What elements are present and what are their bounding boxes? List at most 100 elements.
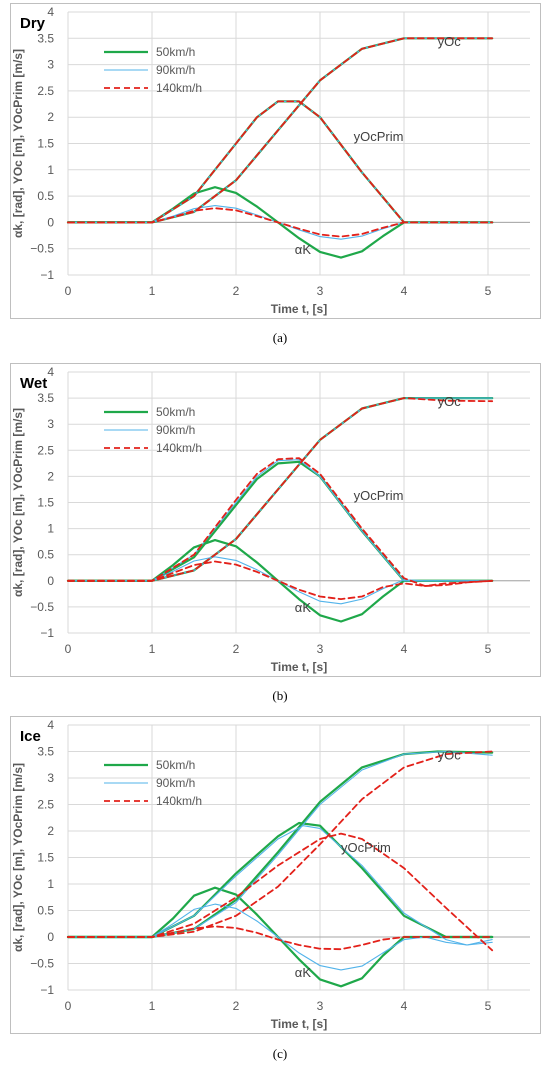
legend-label: 50km/h bbox=[156, 45, 195, 59]
y-tick-label: 3 bbox=[47, 58, 54, 72]
series-line-140km-h-y bbox=[67, 37, 494, 224]
y-tick-label: −0.5 bbox=[30, 242, 54, 256]
x-tick-label: 4 bbox=[401, 284, 408, 298]
annotation-yocprim: yOcPrim bbox=[354, 488, 404, 503]
annotation-yoc: yOc bbox=[438, 34, 462, 49]
panel-caption: (a) bbox=[273, 330, 287, 345]
annotation-yocprim: yOcPrim bbox=[341, 840, 391, 855]
x-tick-label: 0 bbox=[65, 642, 72, 656]
y-tick-label: 2.5 bbox=[37, 798, 54, 812]
series-line-90km-h-y bbox=[67, 397, 493, 582]
y-tick-label: 4 bbox=[47, 5, 54, 19]
x-tick-label: 5 bbox=[485, 642, 492, 656]
series-line-50km-h-yprim bbox=[66, 821, 494, 939]
x-tick-label: 0 bbox=[65, 284, 72, 298]
legend-label: 90km/h bbox=[156, 423, 195, 437]
y-tick-label: 2 bbox=[47, 469, 54, 483]
panel-title: Wet bbox=[20, 375, 47, 392]
legend-label: 140km/h bbox=[156, 441, 202, 455]
y-axis-label: αk, [rad], YOc [m], YOcPrim [m/s] bbox=[11, 49, 25, 238]
chart-panel-wet: −1 −0.5 0 0.5 1 1.5 2 2.5 3 3.5 4 0 1 2 3 4 5 Wet 50km/h 90… bbox=[10, 363, 541, 703]
series-line-140km-h-yprim bbox=[67, 100, 494, 224]
y-tick-label: 4 bbox=[47, 718, 54, 732]
x-tick-label: 0 bbox=[65, 999, 72, 1013]
chart-panel-ice: −1 −0.5 0 0.5 1 1.5 2 2.5 3 3.5 4 0 1 2 3 4 5 Ice 50km/h 90… bbox=[10, 716, 541, 1061]
y-tick-label: 1 bbox=[47, 877, 54, 891]
y-tick-label: 0.5 bbox=[37, 189, 54, 203]
legend-label: 50km/h bbox=[156, 758, 195, 772]
legend-label: 90km/h bbox=[156, 63, 195, 77]
legend-label: 140km/h bbox=[156, 81, 202, 95]
x-tick-label: 2 bbox=[233, 999, 240, 1013]
y-tick-label: 2 bbox=[47, 824, 54, 838]
y-tick-label: 0.5 bbox=[37, 904, 54, 918]
series-line-140km-h-alpha bbox=[67, 560, 494, 600]
annotation-yoc: yOc bbox=[438, 747, 462, 762]
x-tick-label: 3 bbox=[317, 999, 324, 1013]
panel-caption: (c) bbox=[273, 1046, 287, 1061]
y-tick-label: 3.5 bbox=[37, 31, 54, 45]
y-tick-label: 1.5 bbox=[37, 137, 54, 151]
series-line-140km-h-yprim bbox=[67, 832, 494, 952]
y-axis-label: αk, [rad], YOc [m], YOcPrim [m/s] bbox=[11, 763, 25, 952]
y-tick-label: −1 bbox=[40, 626, 54, 640]
panel-title: Ice bbox=[20, 728, 41, 745]
series-line-90km-h-yprim bbox=[67, 459, 493, 582]
y-tick-label: 1 bbox=[47, 522, 54, 536]
y-tick-label: 3.5 bbox=[37, 745, 54, 759]
chart-border bbox=[10, 716, 541, 1034]
series-line-50km-h-yprim bbox=[66, 100, 494, 224]
series-line-50km-h-y bbox=[66, 750, 494, 939]
y-tick-label: 2 bbox=[47, 110, 54, 124]
y-tick-label: −0.5 bbox=[30, 957, 54, 971]
series-line-140km-h-y bbox=[67, 750, 494, 938]
x-tick-label: 4 bbox=[401, 642, 408, 656]
x-tick-label: 1 bbox=[149, 999, 156, 1013]
panel-caption: (b) bbox=[272, 688, 287, 703]
x-tick-label: 2 bbox=[233, 284, 240, 298]
annotation-alpha: αK bbox=[295, 965, 312, 980]
x-tick-label: 3 bbox=[317, 284, 324, 298]
x-axis-label: Time t, [s] bbox=[271, 660, 327, 674]
annotation-yoc: yOc bbox=[438, 394, 462, 409]
y-tick-label: 1 bbox=[47, 163, 54, 177]
y-tick-label: 4 bbox=[47, 365, 54, 379]
legend-label: 50km/h bbox=[156, 405, 195, 419]
y-tick-label: −0.5 bbox=[30, 600, 54, 614]
x-tick-label: 5 bbox=[485, 999, 492, 1013]
y-tick-label: 2.5 bbox=[37, 84, 54, 98]
y-tick-label: 0 bbox=[47, 215, 54, 229]
y-tick-label: 0 bbox=[47, 930, 54, 944]
x-axis-label: Time t, [s] bbox=[271, 1017, 327, 1031]
x-tick-label: 5 bbox=[485, 284, 492, 298]
y-tick-label: 0.5 bbox=[37, 548, 54, 562]
annotation-yocprim: yOcPrim bbox=[354, 129, 404, 144]
y-tick-label: 1.5 bbox=[37, 496, 54, 510]
series-line-140km-h-alpha bbox=[67, 925, 494, 951]
y-tick-label: 3.5 bbox=[37, 391, 54, 405]
x-tick-label: 1 bbox=[149, 284, 156, 298]
series-line-90km-h-y bbox=[67, 37, 493, 223]
series-line-140km-h-yprim bbox=[67, 457, 494, 587]
y-tick-label: 2.5 bbox=[37, 443, 54, 457]
legend-label: 90km/h bbox=[156, 776, 195, 790]
series-line-90km-h-y bbox=[67, 750, 493, 938]
series-line-140km-h-y bbox=[67, 397, 494, 582]
x-tick-label: 1 bbox=[149, 642, 156, 656]
legend-label: 140km/h bbox=[156, 794, 202, 808]
panel-title: Dry bbox=[20, 15, 46, 32]
series-line-50km-h-yprim bbox=[66, 460, 494, 582]
series-line-90km-h-yprim bbox=[67, 825, 493, 946]
x-axis-label: Time t, [s] bbox=[271, 302, 327, 316]
y-tick-label: 3 bbox=[47, 417, 54, 431]
series-line-50km-h-y bbox=[66, 37, 494, 224]
series-line-50km-h-y bbox=[66, 397, 494, 582]
chart-border bbox=[10, 3, 541, 319]
chart-border bbox=[10, 363, 541, 677]
x-tick-label: 4 bbox=[401, 999, 408, 1013]
y-tick-label: 0 bbox=[47, 574, 54, 588]
y-axis-label: αk, [rad], YOc [m], YOcPrim [m/s] bbox=[11, 408, 25, 597]
series-line-90km-h-yprim bbox=[67, 100, 493, 223]
y-tick-label: −1 bbox=[40, 268, 54, 282]
